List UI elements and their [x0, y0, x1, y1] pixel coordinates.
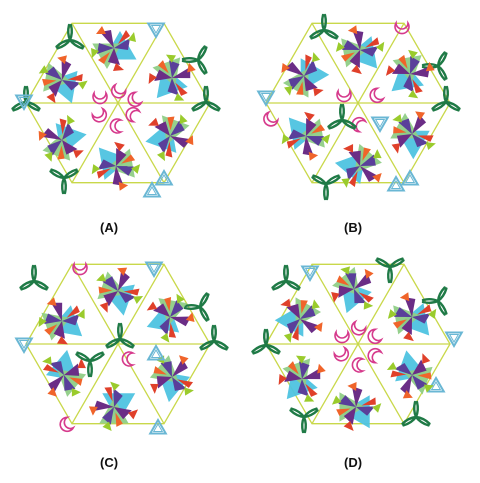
trefoil-icon	[55, 23, 85, 50]
option-a-figure[interactable]: (A)	[0, 0, 240, 241]
outlined-triangle-icon	[144, 261, 164, 278]
trefoil-icon	[191, 85, 221, 112]
crescent-icon	[263, 110, 280, 127]
trefoil-icon	[75, 351, 105, 378]
pinwheel-icon	[331, 266, 374, 314]
trefoil-icon	[199, 324, 229, 351]
trefoil-icon	[311, 174, 341, 201]
trefoil-icon	[271, 264, 301, 291]
outlined-triangle-icon	[426, 376, 446, 393]
crescent-icon	[369, 87, 386, 104]
hexagon-divider	[311, 23, 405, 183]
outlined-triangle-icon	[386, 175, 406, 192]
outlined-triangle-icon	[400, 169, 420, 186]
option-c-figure[interactable]: (C)	[0, 241, 240, 482]
crescent-icon	[121, 351, 136, 367]
pinwheel-icon	[281, 52, 330, 98]
trefoil-icon	[19, 264, 49, 291]
pinwheel-icon	[145, 114, 194, 162]
trefoil-icon	[421, 286, 448, 316]
pinwheel-icon	[42, 349, 87, 397]
pinwheel-icon	[281, 111, 331, 161]
pinwheel-icon	[146, 293, 195, 343]
hexagon-divider	[71, 23, 165, 183]
crescent-icon	[367, 347, 384, 364]
trefoil-icon	[251, 328, 281, 355]
pinwheel-icon	[331, 381, 382, 432]
crescent-icon	[109, 118, 124, 134]
option-b-label: (B)	[344, 220, 363, 235]
trefoil-icon	[105, 322, 135, 349]
crescent-icon	[92, 90, 108, 105]
crescent-icon	[351, 116, 368, 133]
trefoil-icon	[401, 400, 431, 427]
outlined-triangle-icon	[146, 344, 166, 361]
crescent-icon	[367, 328, 384, 345]
pinwheel-icon	[274, 297, 323, 343]
outlined-triangle-icon	[146, 22, 166, 39]
outlined-triangle-icon	[370, 116, 390, 133]
trefoil-icon	[289, 407, 319, 434]
crescent-icon	[394, 20, 410, 35]
outlined-triangle-icon	[300, 265, 320, 282]
crescent-icon	[91, 106, 108, 123]
outlined-triangle-icon	[142, 181, 162, 198]
crescent-icon	[125, 106, 142, 123]
outlined-triangle-icon	[154, 169, 174, 186]
trefoil-icon	[49, 168, 79, 195]
outlined-triangle-icon	[444, 331, 464, 348]
pinwheel-icon	[387, 292, 437, 342]
pinwheel-icon	[96, 267, 144, 316]
outlined-triangle-icon	[256, 90, 276, 107]
option-d-figure[interactable]: (D)	[240, 241, 480, 482]
pinwheel-icon	[38, 114, 87, 162]
hexagon-pattern-a	[11, 22, 221, 198]
hexagon-pattern-c	[14, 261, 229, 435]
trefoil-icon	[183, 292, 210, 322]
crescent-icon	[333, 345, 350, 362]
trefoil-icon	[375, 257, 405, 284]
pinwheel-icon	[91, 26, 137, 71]
hexagon-pattern-b	[256, 13, 461, 201]
hexagon-pattern-d	[251, 257, 464, 434]
option-a-label: (A)	[100, 220, 119, 235]
pinwheel-icon	[385, 49, 435, 99]
crescent-icon	[59, 416, 76, 433]
option-c-label: (C)	[100, 455, 119, 470]
outlined-triangle-icon	[14, 337, 34, 354]
pinwheel-icon	[278, 355, 326, 402]
crescent-icon	[351, 357, 366, 373]
crescent-icon	[334, 329, 350, 344]
pinwheel-icon	[38, 55, 88, 104]
trefoil-icon	[181, 45, 208, 75]
crescent-icon	[336, 88, 352, 103]
pinwheel-icon	[390, 111, 436, 160]
trefoil-icon	[327, 103, 357, 130]
crescent-icon	[72, 261, 88, 276]
trefoil-icon	[431, 85, 461, 112]
pinwheel-icon	[88, 381, 139, 432]
crescent-icon	[350, 319, 367, 336]
trefoil-icon	[309, 13, 339, 40]
pinwheel-icon	[386, 350, 434, 399]
crescent-icon	[127, 91, 144, 108]
hexagon-divider	[311, 264, 405, 424]
pinwheel-icon	[148, 54, 196, 101]
option-d-label: (D)	[344, 455, 363, 470]
outlined-triangle-icon	[148, 418, 168, 435]
pinwheel-icon	[38, 297, 85, 345]
pinwheel-icon	[91, 141, 141, 191]
pinwheel-icon	[335, 25, 385, 75]
outlined-triangle-icon	[14, 94, 34, 111]
pinwheel-icon	[334, 143, 382, 188]
option-b-figure[interactable]: (B)	[240, 0, 480, 241]
hexagon-divider	[71, 264, 165, 424]
crescent-icon	[110, 82, 127, 99]
